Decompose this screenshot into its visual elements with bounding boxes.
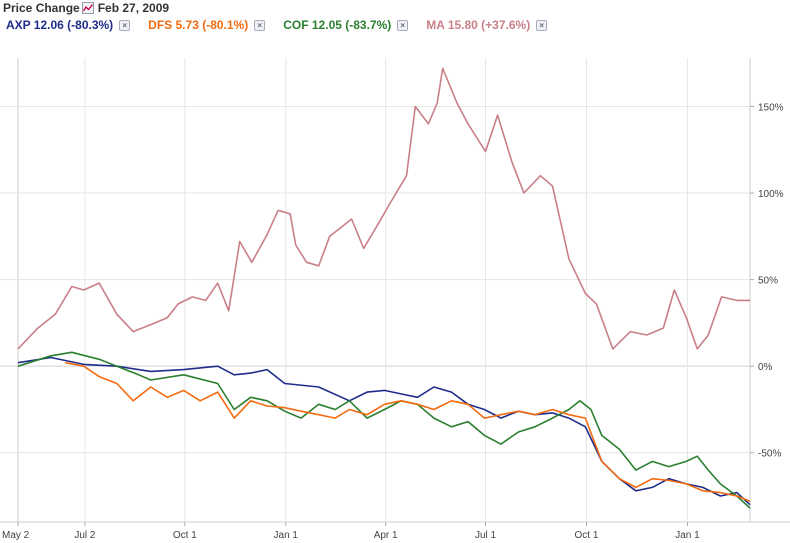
- chart-icon[interactable]: [81, 2, 94, 14]
- y-tick-label: 0%: [758, 362, 773, 373]
- legend-item-axp[interactable]: AXP 12.06 (-80.3%): [6, 18, 131, 32]
- series-line-dfs: [65, 361, 751, 502]
- grid: [0, 58, 790, 523]
- x-tick-label: Jul 1: [475, 530, 497, 541]
- y-tick-label: 100%: [758, 189, 784, 200]
- legend-label-dfs: DFS 5.73 (-80.1%): [148, 18, 249, 32]
- y-tick-label: -50%: [758, 449, 781, 460]
- close-icon[interactable]: [536, 19, 548, 31]
- x-tick-label: Jan 1: [274, 530, 299, 541]
- series-line-ma: [17, 67, 750, 350]
- title-line: Price Change Feb 27, 2009: [3, 0, 169, 16]
- legend: AXP 12.06 (-80.3%) DFS 5.73 (-80.1%) COF…: [6, 17, 565, 33]
- y-tick-label: 150%: [758, 102, 784, 113]
- chart-header: Price Change Feb 27, 2009 AXP 12.06 (-80…: [0, 0, 790, 36]
- x-tick-label: Jan 1: [675, 530, 700, 541]
- series-lines: [17, 67, 751, 509]
- chart-date: Feb 27, 2009: [97, 1, 170, 15]
- legend-label-ma: MA 15.80 (+37.6%): [426, 18, 531, 32]
- x-tick-label: May 2: [2, 530, 30, 541]
- x-tick-label: Jul 2: [74, 530, 96, 541]
- close-icon[interactable]: [397, 19, 409, 31]
- series-line-axp: [17, 356, 751, 506]
- series-line-cof: [17, 351, 751, 509]
- y-tick-label: 50%: [758, 276, 778, 287]
- legend-label-cof: COF 12.05 (-83.7%): [283, 18, 392, 32]
- legend-item-dfs[interactable]: DFS 5.73 (-80.1%): [148, 18, 266, 32]
- axes: 150% 100% 50% 0% -50% May 2 Jul 2 Oct 1 Jan 1 Apr…: [2, 102, 784, 541]
- x-tick-label: Apr 1: [374, 530, 398, 541]
- x-tick-label: Oct 1: [575, 530, 599, 541]
- x-tick-label: Oct 1: [173, 530, 197, 541]
- close-icon[interactable]: [254, 19, 266, 31]
- legend-item-ma[interactable]: MA 15.80 (+37.6%): [426, 18, 548, 32]
- close-icon[interactable]: [119, 19, 131, 31]
- chart-title: Price Change: [3, 1, 80, 15]
- legend-label-axp: AXP 12.06 (-80.3%): [6, 18, 114, 32]
- legend-item-cof[interactable]: COF 12.05 (-83.7%): [283, 18, 409, 32]
